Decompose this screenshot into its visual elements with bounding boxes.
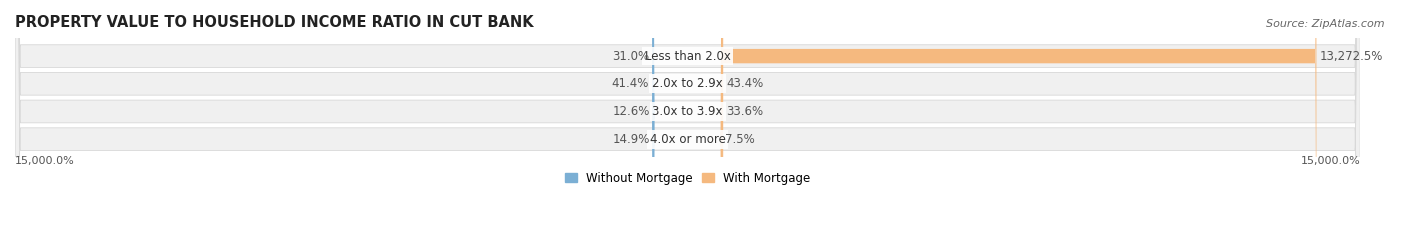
Text: 43.4%: 43.4% [727,77,763,90]
FancyBboxPatch shape [652,0,655,233]
FancyBboxPatch shape [15,0,1360,233]
Text: 7.5%: 7.5% [725,133,755,146]
FancyBboxPatch shape [15,0,1360,233]
FancyBboxPatch shape [721,0,723,233]
Text: 15,000.0%: 15,000.0% [1301,156,1360,166]
Text: PROPERTY VALUE TO HOUSEHOLD INCOME RATIO IN CUT BANK: PROPERTY VALUE TO HOUSEHOLD INCOME RATIO… [15,15,534,30]
Text: 31.0%: 31.0% [612,50,650,63]
FancyBboxPatch shape [652,0,654,233]
Text: Source: ZipAtlas.com: Source: ZipAtlas.com [1267,19,1385,29]
Legend: Without Mortgage, With Mortgage: Without Mortgage, With Mortgage [560,167,815,189]
Text: 15,000.0%: 15,000.0% [15,156,75,166]
FancyBboxPatch shape [720,0,723,233]
Text: 13,272.5%: 13,272.5% [1320,50,1384,63]
Text: 12.6%: 12.6% [613,105,650,118]
Text: 2.0x to 2.9x: 2.0x to 2.9x [652,77,723,90]
FancyBboxPatch shape [721,0,1316,233]
Text: 33.6%: 33.6% [727,105,763,118]
FancyBboxPatch shape [15,0,1360,233]
FancyBboxPatch shape [721,0,723,233]
FancyBboxPatch shape [652,0,655,233]
Text: 41.4%: 41.4% [612,77,648,90]
Text: Less than 2.0x: Less than 2.0x [645,50,731,63]
Text: 14.9%: 14.9% [613,133,650,146]
FancyBboxPatch shape [15,0,1360,233]
Text: 4.0x or more: 4.0x or more [650,133,725,146]
Text: 3.0x to 3.9x: 3.0x to 3.9x [652,105,723,118]
